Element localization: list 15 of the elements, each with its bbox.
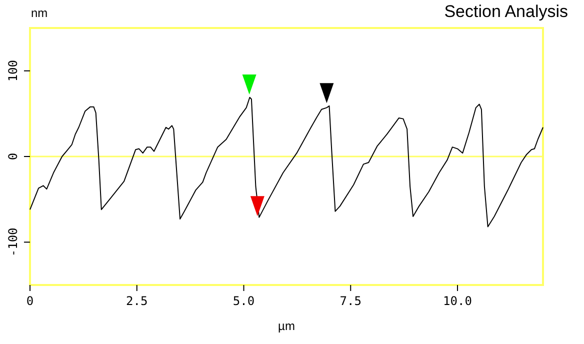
x-tick-label: 5.0 xyxy=(232,294,255,308)
y-tick-label: -100 xyxy=(6,228,20,257)
line-series xyxy=(30,96,544,228)
y-tick-label: 100 xyxy=(6,60,20,82)
y-axis-title: nm xyxy=(31,6,48,20)
x-tick-label: 10.0 xyxy=(443,294,472,308)
x-axis-title: µm xyxy=(278,319,295,333)
point xyxy=(250,196,264,216)
point xyxy=(242,74,256,95)
x-tick-label: 7.5 xyxy=(340,294,362,308)
x-tick-label: 0 xyxy=(26,294,34,308)
y-tick-label: 0 xyxy=(6,152,20,160)
chart-title: Section Analysis xyxy=(444,2,568,21)
point xyxy=(320,83,334,104)
x-tick-label: 2.5 xyxy=(126,294,148,308)
